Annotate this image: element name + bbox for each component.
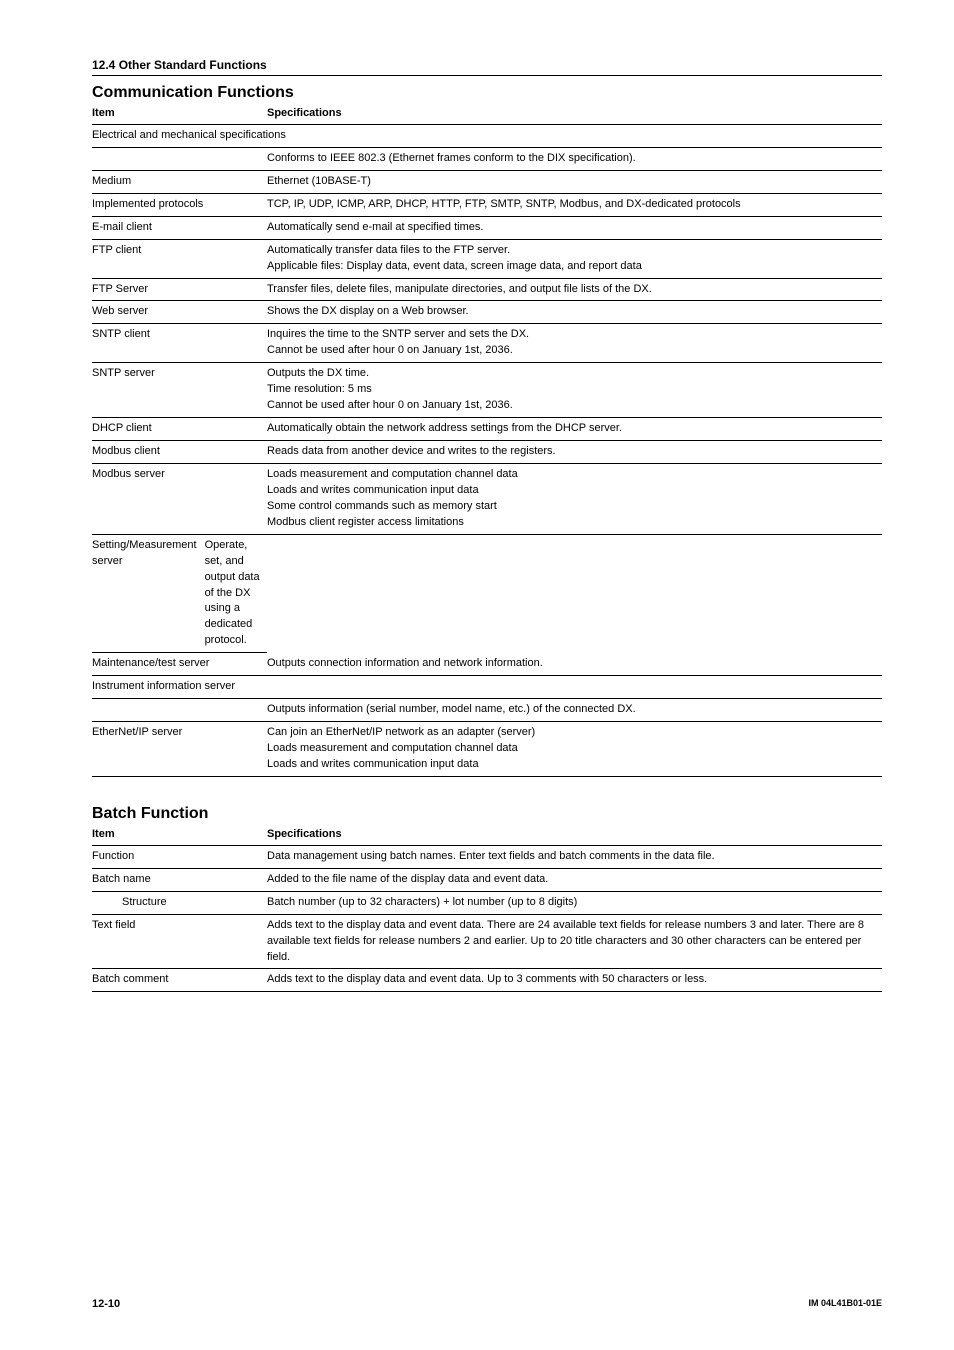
table-row-spec: Outputs connection information and netwo… — [267, 653, 882, 675]
table-row-item: Modbus client — [92, 441, 267, 464]
table-row-spec: Can join an EtherNet/IP network as an ad… — [267, 722, 882, 777]
batch-table: Item Specifications FunctionData managem… — [92, 825, 882, 993]
table-row-item: Batch comment — [92, 969, 267, 992]
table-row-spec: Transfer files, delete files, manipulate… — [267, 278, 882, 301]
comm-col-item: Item — [92, 104, 267, 124]
batch-col-item: Item — [92, 825, 267, 845]
table-row-spec: Loads measurement and computation channe… — [267, 463, 882, 534]
table-row-spec: Outputs information (serial number, mode… — [267, 699, 882, 722]
table-row-item: E-mail client — [92, 216, 267, 239]
spec-line: Automatically transfer data files to the… — [267, 243, 882, 259]
table-row-spec: Data management using batch names. Enter… — [267, 845, 882, 868]
table-row-spec: Automatically transfer data files to the… — [267, 239, 882, 278]
table-row-spec: Batch number (up to 32 characters) + lot… — [267, 891, 882, 914]
spec-line: Loads and writes communication input dat… — [267, 757, 882, 773]
page-number: 12-10 — [92, 1298, 120, 1310]
batch-title: Batch Function — [92, 805, 882, 823]
spec-text: TCP, IP, UDP, ICMP, ARP, DHCP, HTTP, FTP… — [267, 198, 741, 210]
table-row-item: Instrument information server — [92, 676, 882, 699]
spec-line: Some control commands such as memory sta… — [267, 499, 882, 515]
spec-text: Automatically obtain the network address… — [267, 422, 622, 434]
table-row-item: FTP Server — [92, 278, 267, 301]
table-row-item: EtherNet/IP server — [92, 722, 267, 777]
table-row-item: Modbus server — [92, 463, 267, 534]
table-row-spec: Operate, set, and output data of the DX … — [205, 538, 267, 650]
spec-text: Shows the DX display on a Web browser. — [267, 305, 469, 317]
table-row-spec: Ethernet (10BASE-T) — [267, 170, 882, 193]
table-row-item: SNTP server — [92, 363, 267, 418]
spec-text: Outputs connection information and netwo… — [267, 657, 543, 669]
table-row-item: Web server — [92, 301, 267, 324]
table-row-item: SNTP client — [92, 324, 267, 363]
table-row-spec: Added to the file name of the display da… — [267, 868, 882, 891]
table-row-subitem: Structure — [92, 895, 167, 911]
table-row-item: Function — [92, 845, 267, 868]
table-row-item: Batch name — [92, 868, 267, 891]
comm-table: Item Specifications Electrical and mecha… — [92, 104, 882, 777]
spec-text: Outputs information (serial number, mode… — [267, 703, 636, 715]
table-row-spec: Reads data from another device and write… — [267, 441, 882, 464]
spec-line: Loads measurement and computation channe… — [267, 741, 882, 757]
spec-line: Modbus client register access limitation… — [267, 515, 882, 531]
table-row-spec: Outputs the DX time.Time resolution: 5 m… — [267, 363, 882, 418]
table-row-spec: Automatically send e-mail at specified t… — [267, 216, 882, 239]
spec-line: Outputs the DX time. — [267, 366, 882, 382]
table-row-item: Maintenance/test server — [92, 653, 267, 675]
table-row-item: FTP client — [92, 239, 267, 278]
page-footer: 12-10 IM 04L41B01-01E — [92, 1298, 882, 1310]
spec-line: Cannot be used after hour 0 on January 1… — [267, 343, 882, 359]
batch-col-spec: Specifications — [267, 825, 882, 845]
table-row-item: Medium — [92, 170, 267, 193]
spec-line: Time resolution: 5 ms — [267, 382, 882, 398]
spec-line: Applicable files: Display data, event da… — [267, 259, 882, 275]
spec-line: Can join an EtherNet/IP network as an ad… — [267, 725, 882, 741]
table-row-item: Implemented protocols — [92, 193, 267, 216]
table-row-spec: TCP, IP, UDP, ICMP, ARP, DHCP, HTTP, FTP… — [267, 193, 882, 216]
spec-text: Ethernet (10BASE-T) — [267, 175, 371, 187]
spec-text: Reads data from another device and write… — [267, 445, 556, 457]
doc-id: IM 04L41B01-01E — [808, 1298, 882, 1310]
comm-col-spec: Specifications — [267, 104, 882, 124]
spec-line: Loads and writes communication input dat… — [267, 483, 882, 499]
table-row-spec: Shows the DX display on a Web browser. — [267, 301, 882, 324]
page-section-header: 12.4 Other Standard Functions — [92, 58, 882, 76]
table-row-spec: Conforms to IEEE 802.3 (Ethernet frames … — [267, 147, 882, 170]
spec-line: Loads measurement and computation channe… — [267, 467, 882, 483]
table-row-spec: Inquires the time to the SNTP server and… — [267, 324, 882, 363]
comm-title: Communication Functions — [92, 84, 882, 102]
spec-text: Conforms to IEEE 802.3 (Ethernet frames … — [267, 152, 636, 164]
table-row-item: Text field — [92, 914, 267, 969]
spec-text: Automatically send e-mail at specified t… — [267, 221, 483, 233]
table-row-item: DHCP client — [92, 418, 267, 441]
table-row-spec: Adds text to the display data and event … — [267, 969, 882, 992]
table-row-spec: Automatically obtain the network address… — [267, 418, 882, 441]
table-row-item: Setting/Measurement server — [92, 538, 205, 650]
spec-line: Cannot be used after hour 0 on January 1… — [267, 398, 882, 414]
table-row-item: Electrical and mechanical specifications — [92, 124, 882, 147]
spec-line: Inquires the time to the SNTP server and… — [267, 327, 882, 343]
spec-text: Transfer files, delete files, manipulate… — [267, 283, 652, 295]
table-row-spec: Adds text to the display data and event … — [267, 914, 882, 969]
